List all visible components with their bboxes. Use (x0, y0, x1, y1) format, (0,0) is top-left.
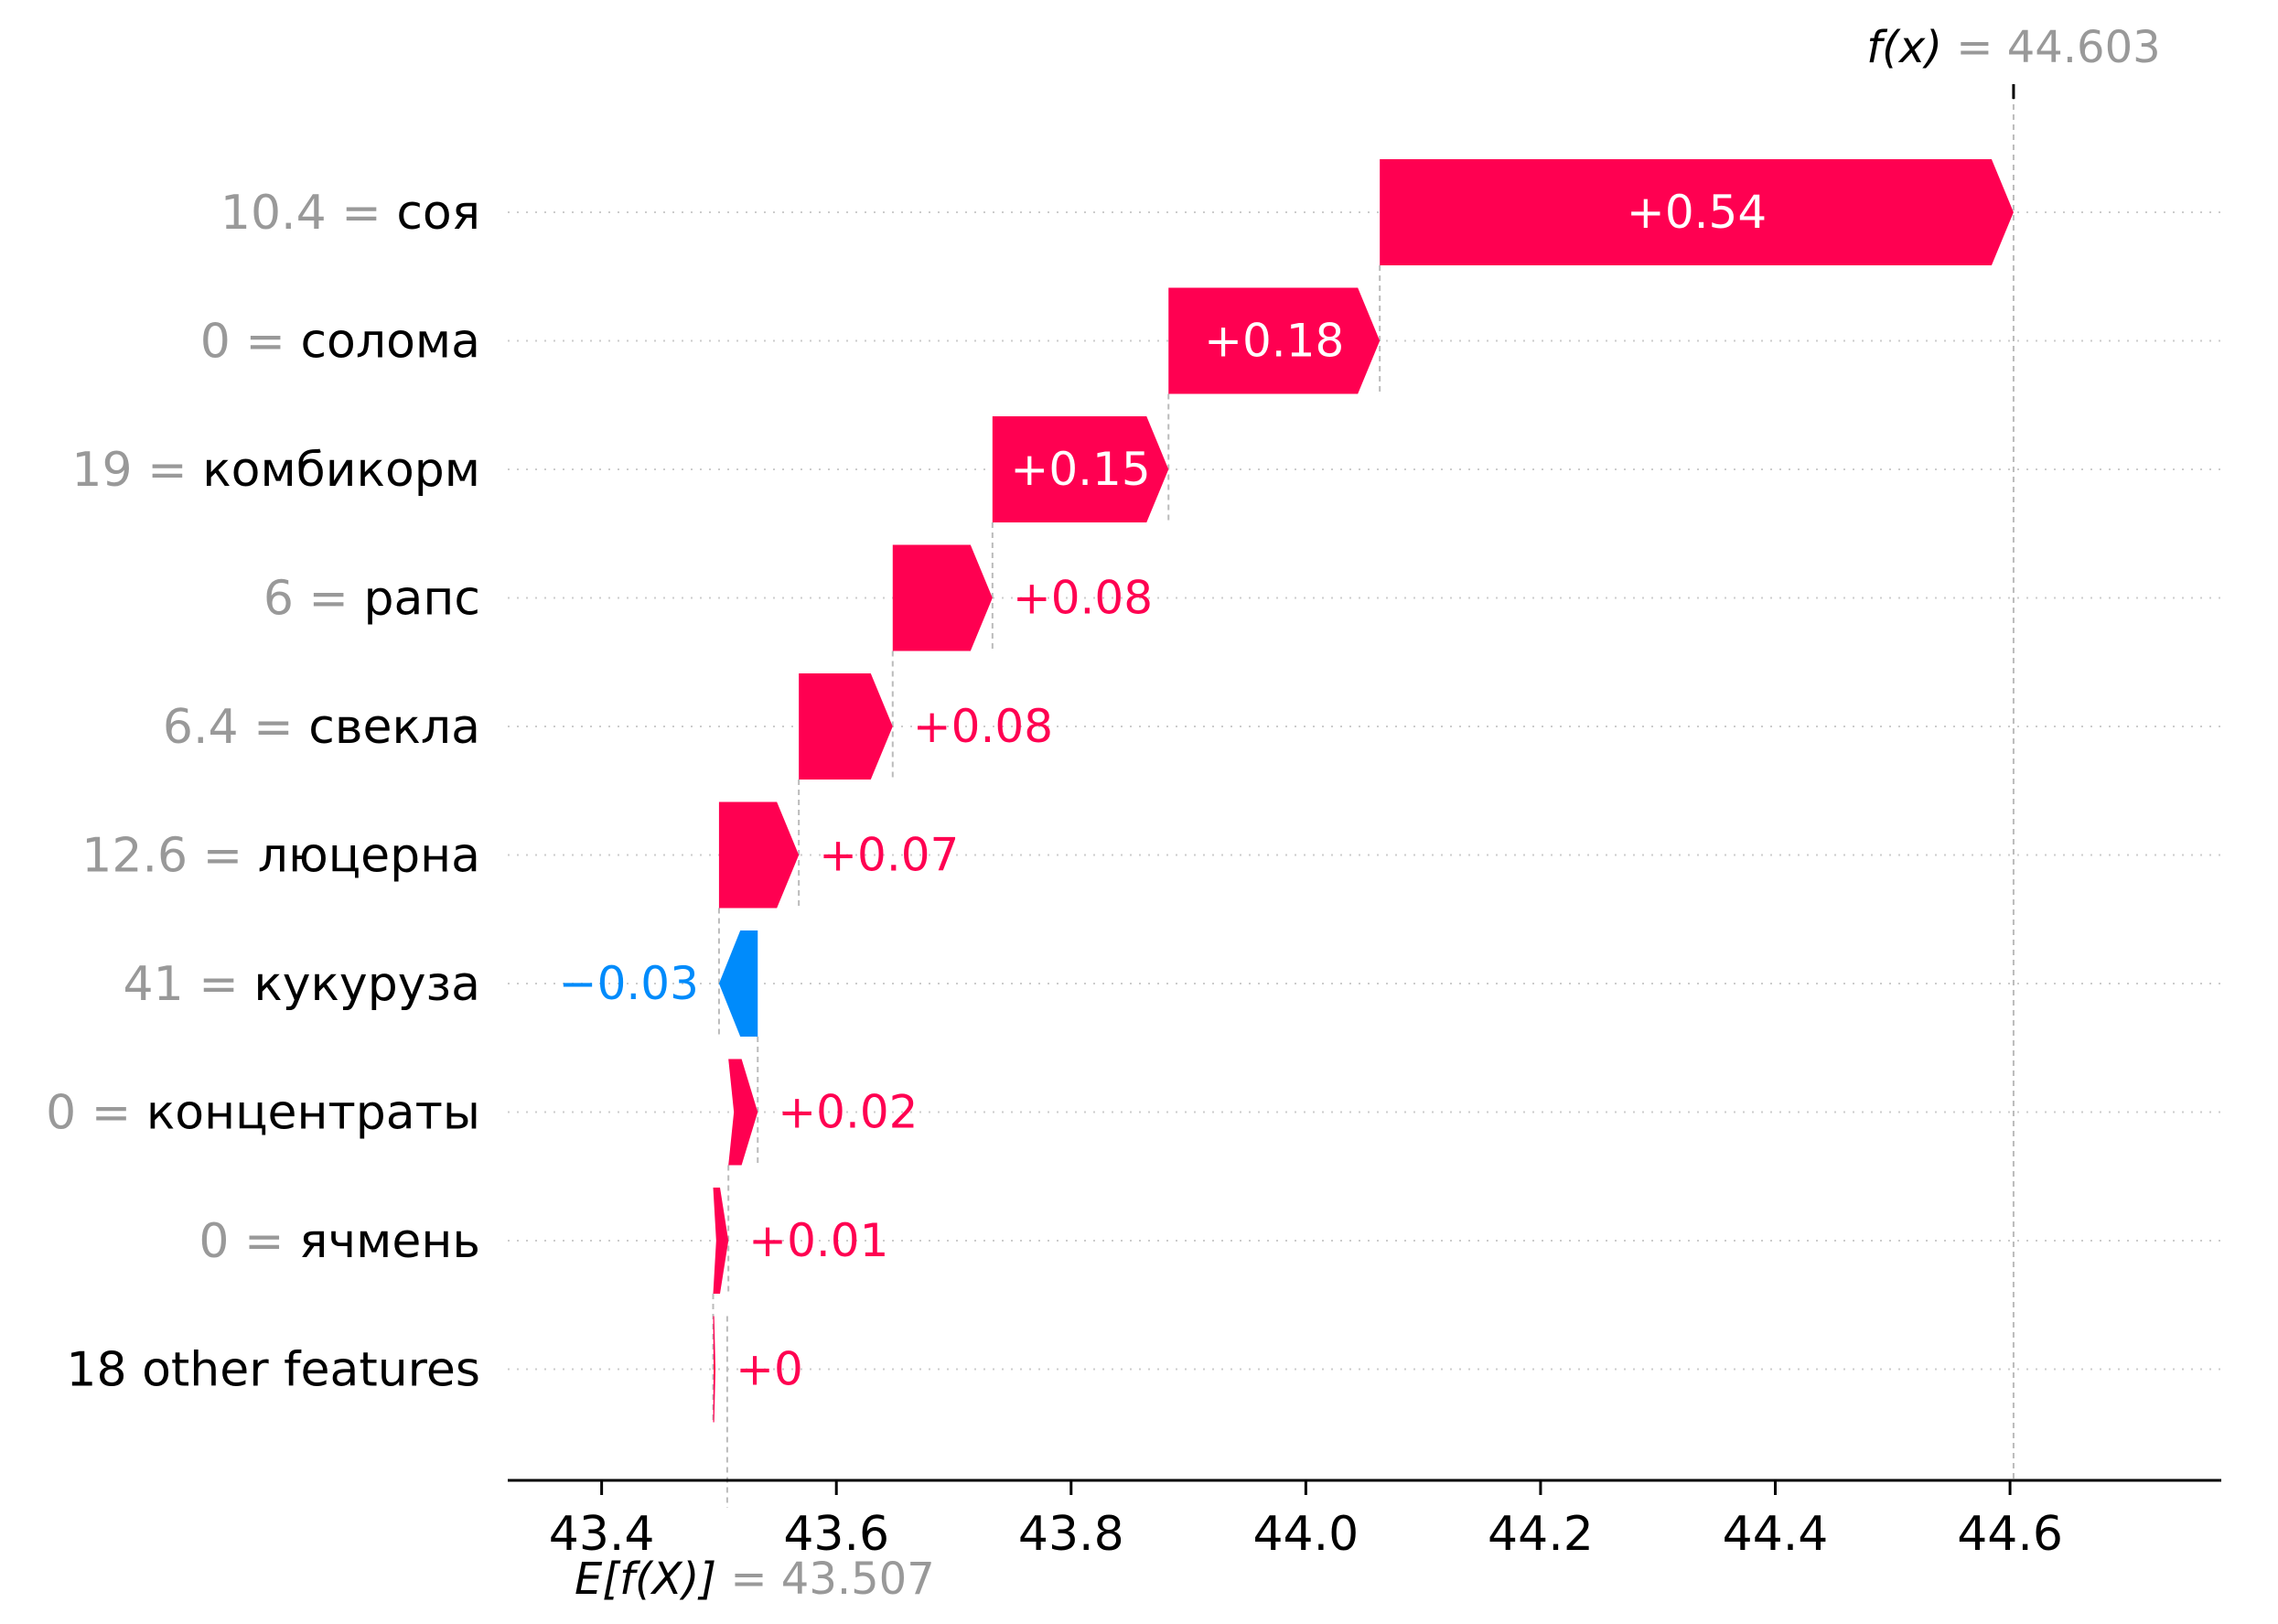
feature-value: 0 = (200, 315, 301, 370)
bar-value-label: +0.02 (778, 1086, 918, 1139)
base-value-number: = 43.507 (730, 1554, 934, 1605)
x-tick-label: 44.2 (1488, 1507, 1594, 1562)
feature-value: 19 = (71, 443, 202, 498)
feature-value: 6 = (263, 572, 364, 627)
x-tick-label: 43.6 (783, 1507, 889, 1562)
bar-value-label: +0.18 (1204, 315, 1344, 368)
feature-name: соя (396, 186, 480, 241)
feature-label: 0 = концентраты (46, 1086, 480, 1141)
feature-name: рапс (364, 572, 480, 627)
final-value-label: f(x) (1866, 22, 1956, 73)
bar-value-label: +0.54 (1627, 186, 1767, 239)
feature-label: 12.6 = люцерна (81, 829, 480, 884)
positive-bar (799, 673, 893, 780)
feature-label: 6.4 = свекла (163, 700, 480, 755)
feature-label: 0 = ячмень (199, 1214, 480, 1269)
feature-value: 10.4 = (220, 186, 396, 241)
connector-lines (712, 84, 2015, 1508)
feature-label: 18 other features (66, 1343, 480, 1398)
feature-name: свекла (308, 700, 480, 755)
feature-name: люцерна (258, 829, 480, 884)
positive-bar (1168, 287, 1381, 394)
bar-value-label: +0.08 (1013, 572, 1153, 625)
feature-name: 18 other features (66, 1343, 480, 1398)
feature-name: кукуруза (253, 957, 480, 1012)
feature-name: солома (300, 315, 480, 370)
base-value-label: E[f(X)] (575, 1554, 730, 1605)
positive-bar (1380, 159, 2014, 265)
row-gridlines (508, 211, 2221, 1371)
feature-label: 6 = рапс (263, 572, 480, 627)
feature-value: 6.4 = (163, 700, 308, 755)
positive-bar (728, 1059, 758, 1166)
bar-value-label: −0.03 (559, 957, 699, 1010)
negative-bar (718, 930, 758, 1037)
final-value-number: = 44.603 (1956, 22, 2160, 73)
feature-value: 0 = (46, 1086, 146, 1141)
contribution-bars (713, 159, 2014, 1423)
x-tick-label: 43.8 (1018, 1507, 1124, 1562)
x-tick-label: 44.0 (1252, 1507, 1359, 1562)
positive-bar (992, 416, 1169, 522)
x-tick-label: 44.4 (1723, 1507, 1829, 1562)
x-tick-label: 44.6 (1957, 1507, 2063, 1562)
feature-name: комбикорм (202, 443, 480, 498)
bar-value-label: +0.07 (819, 829, 959, 882)
final-value-annotation: f(x) = 44.603 (1866, 22, 2160, 73)
bar-value-label: +0.08 (913, 700, 1053, 753)
feature-labels: 10.4 = соя 0 = солома 19 = комбикорм 6 = ра… (46, 186, 480, 1398)
feature-name: ячмень (299, 1214, 480, 1269)
feature-value: 0 = (199, 1214, 299, 1269)
feature-label: 19 = комбикорм (71, 443, 480, 498)
feature-label: 41 = кукуруза (124, 957, 480, 1012)
bar-value-label: +0.01 (748, 1214, 888, 1267)
positive-bar (713, 1316, 716, 1423)
feature-value: 41 = (124, 957, 254, 1012)
base-value-annotation: E[f(X)] = 43.507 (575, 1554, 935, 1605)
positive-bar (713, 1188, 729, 1294)
positive-bar (892, 544, 993, 651)
feature-value: 12.6 = (81, 829, 257, 884)
value-annotations: +0.54 +0.18 +0.15 +0.08 +0.08 +0.07 −0.03 +0.02… (559, 22, 2161, 1605)
bar-value-label: +0.15 (1010, 443, 1150, 496)
feature-label: 10.4 = соя (220, 186, 480, 241)
positive-bar (718, 801, 800, 909)
feature-label: 0 = солома (200, 315, 480, 370)
feature-name: концентраты (146, 1086, 480, 1141)
x-tick-label: 43.4 (549, 1507, 655, 1562)
bar-value-label: +0 (736, 1343, 803, 1396)
x-axis: 43.4 43.6 43.8 44.0 44.2 44.4 44.6 (508, 84, 2221, 1562)
